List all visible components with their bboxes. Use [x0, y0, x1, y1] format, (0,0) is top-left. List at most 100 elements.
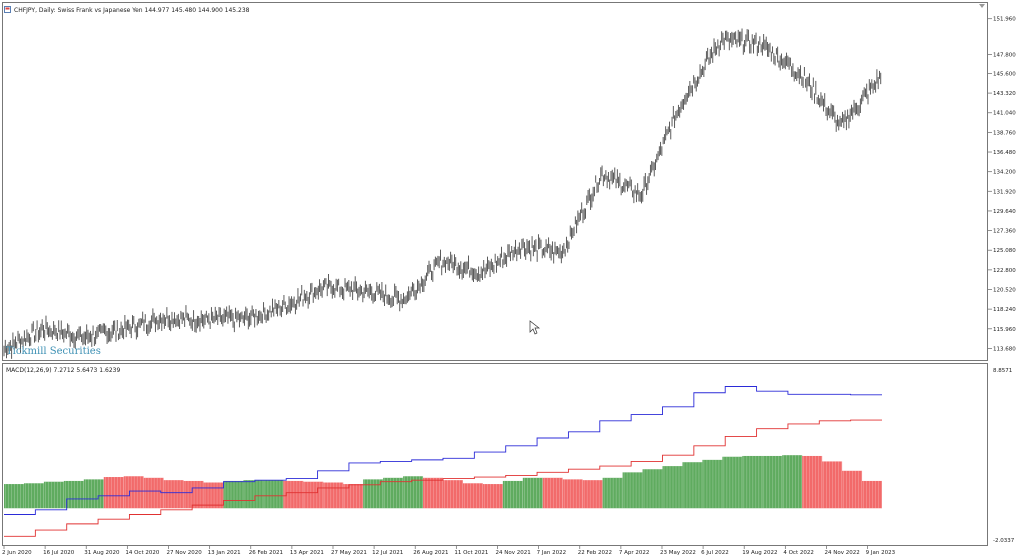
macd-histogram-bar — [423, 477, 443, 509]
macd-histogram-bar — [303, 481, 324, 509]
price-tick-label: 127.360 — [993, 229, 1016, 235]
price-tick-label: 141.040 — [993, 111, 1016, 117]
macd-histogram-bar — [243, 480, 264, 509]
shift-marker-icon[interactable] — [979, 4, 985, 8]
chart-title: CHFJPY, Daily: Swiss Frank vs Japanese Y… — [14, 7, 250, 14]
chart-window-icon — [4, 6, 11, 13]
price-tick-label: 136.480 — [993, 150, 1016, 156]
macd-line — [4, 386, 882, 515]
time-tick-label: 27 May 2021 — [331, 550, 367, 556]
time-axis[interactable]: 2 Jun 2020 16 Jul 2020 31 Aug 2020 14 Oct 2… — [2, 546, 896, 556]
time-tick-label: 19 Aug 2022 — [742, 550, 777, 556]
time-tick-label: 13 Jan 2021 — [208, 550, 241, 556]
macd-histogram-bar — [662, 466, 683, 509]
macd-histogram-bar — [43, 481, 64, 509]
timeframe-label: Daily: — [39, 7, 56, 14]
time-tick-label: 13 Apr 2021 — [290, 550, 324, 556]
time-tick-label: 16 Jul 2020 — [43, 550, 75, 556]
macd-histogram-bar — [642, 469, 663, 509]
price-tick-label: 151.960 — [993, 17, 1016, 23]
price-scale[interactable]: 151.960 147.800 145.600 143.320 141.040 138.7… — [988, 17, 1016, 353]
price-series-layer — [3, 28, 882, 359]
macd-histogram-bar — [462, 483, 483, 509]
price-tick-label: 131.920 — [993, 189, 1016, 195]
price-tick-label: 113.680 — [993, 346, 1016, 352]
macd-histogram-bar — [343, 484, 364, 509]
price-tick-label: 147.800 — [993, 53, 1016, 59]
time-tick-label: 7 Jan 2022 — [537, 550, 566, 556]
price-tick-label: 125.080 — [993, 248, 1016, 254]
price-tick-label: 134.200 — [993, 170, 1016, 176]
macd-tick-label: -2.0337 — [993, 538, 1015, 544]
macd-histogram-bar — [103, 477, 124, 509]
time-tick-label: 11 Oct 2021 — [454, 550, 488, 556]
time-tick-label: 2 Jun 2020 — [2, 550, 32, 556]
macd-histogram-bar — [522, 477, 543, 509]
macd-histogram-bar — [83, 479, 104, 509]
price-tick-label: 120.520 — [993, 288, 1016, 294]
time-tick-label: 9 Jan 2023 — [866, 550, 896, 556]
price-tick-label: 122.800 — [993, 268, 1016, 274]
macd-histogram-bar — [63, 480, 84, 509]
macd-histogram-bar — [842, 470, 863, 509]
time-tick-label: 31 Aug 2020 — [84, 550, 120, 556]
time-tick-label: 12 Jul 2021 — [372, 550, 403, 556]
macd-histogram-bar — [363, 479, 384, 509]
macd-histogram-bar — [443, 480, 463, 509]
broker-watermark: Tickmill Securities — [6, 346, 101, 357]
macd-layer — [4, 386, 882, 537]
price-tick-label: 143.320 — [993, 91, 1016, 97]
macd-tick-label: 8.8571 — [993, 368, 1012, 374]
macd-histogram-bar — [502, 480, 523, 509]
time-tick-label: 6 Jul 2022 — [701, 550, 729, 556]
macd-histogram-bar — [123, 476, 144, 509]
macd-histogram-bar — [742, 455, 763, 509]
time-tick-label: 14 Oct 2020 — [125, 550, 160, 556]
ohlc-values: 144.977 145.480 144.900 145.238 — [145, 7, 250, 14]
macd-histogram-bar — [23, 483, 44, 509]
symbol-description: Swiss Frank vs Japanese Yen — [58, 7, 143, 14]
price-tick-label: 138.760 — [993, 130, 1016, 136]
price-tick-label: 115.960 — [993, 327, 1016, 333]
macd-panel[interactable] — [2, 363, 988, 546]
macd-histogram-bar — [163, 480, 184, 509]
macd-histogram-bar — [802, 455, 823, 509]
price-tick-label: 145.600 — [993, 71, 1016, 77]
price-tick-label: 129.640 — [993, 209, 1016, 215]
price-tick-label: 118.240 — [993, 307, 1016, 313]
macd-histogram-bar — [622, 472, 643, 509]
macd-histogram-bar — [4, 484, 24, 509]
macd-histogram-bar — [383, 477, 404, 509]
macd-histogram-bar — [203, 482, 224, 509]
signal-line — [4, 419, 882, 537]
macd-histogram-bar — [602, 477, 623, 509]
time-tick-label: 24 Nov 2022 — [824, 550, 859, 556]
macd-histogram-bar — [562, 479, 583, 509]
macd-scale[interactable]: 8.8571 -2.0337 — [993, 368, 1015, 544]
macd-histogram-bar — [323, 482, 344, 509]
macd-histogram-bar — [862, 480, 882, 509]
time-tick-label: 24 Nov 2021 — [495, 550, 530, 556]
macd-histogram-bar — [263, 480, 284, 509]
mouse-cursor-icon — [529, 320, 541, 335]
macd-histogram-bar — [782, 455, 803, 509]
time-tick-label: 23 May 2022 — [660, 550, 696, 556]
macd-histogram-bar — [283, 480, 304, 509]
macd-histogram-bar — [482, 484, 503, 509]
macd-histogram-bar — [223, 480, 244, 509]
macd-histogram-bar — [183, 480, 204, 509]
symbol-label: CHFJPY — [14, 7, 35, 14]
macd-histogram-bar — [143, 477, 164, 509]
time-tick-label: 4 Oct 2022 — [783, 550, 814, 556]
price-panel[interactable] — [2, 2, 988, 361]
macd-histogram-bar — [702, 459, 723, 509]
macd-histogram-bar — [762, 455, 783, 509]
macd-histogram-bar — [542, 477, 563, 509]
time-tick-label: 22 Feb 2022 — [578, 550, 612, 556]
macd-label: MACD(12,26,9) 7.2712 5.6473 1.6239 — [6, 367, 120, 374]
time-tick-label: 7 Apr 2022 — [619, 550, 650, 556]
macd-histogram-bar — [822, 461, 843, 509]
macd-histogram-bar — [722, 456, 743, 509]
